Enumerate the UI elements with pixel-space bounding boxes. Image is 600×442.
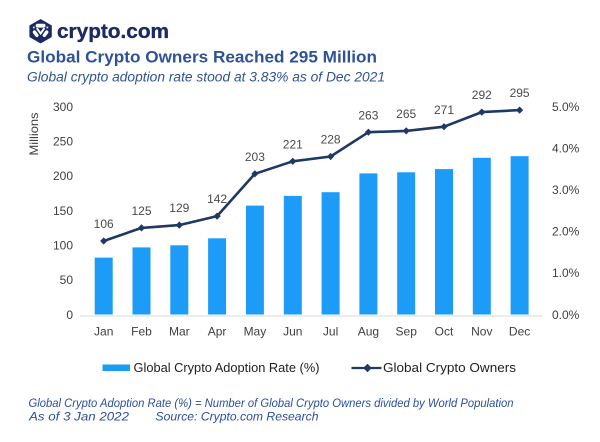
svg-text:221: 221 (283, 137, 303, 151)
svg-text:Global Crypto Owners: Global Crypto Owners (383, 360, 517, 375)
svg-text:300: 300 (53, 100, 73, 114)
svg-text:129: 129 (169, 201, 189, 215)
svg-text:Oct: Oct (435, 324, 454, 338)
svg-text:292: 292 (472, 88, 492, 102)
svg-text:0: 0 (66, 308, 73, 322)
svg-text:Jul: Jul (323, 324, 338, 338)
svg-text:150: 150 (53, 204, 73, 218)
svg-text:0.0%: 0.0% (552, 308, 580, 322)
svg-text:250: 250 (53, 135, 73, 149)
svg-text:May: May (244, 324, 267, 338)
svg-text:crypto.com: crypto.com (57, 20, 169, 43)
svg-text:125: 125 (131, 204, 151, 218)
svg-text:Sep: Sep (396, 324, 418, 338)
svg-text:265: 265 (396, 107, 416, 121)
svg-text:295: 295 (510, 86, 530, 100)
svg-text:100: 100 (53, 239, 73, 253)
svg-text:Jan: Jan (94, 324, 113, 338)
svg-text:Nov: Nov (471, 324, 492, 338)
svg-text:1.0%: 1.0% (552, 266, 580, 280)
svg-text:271: 271 (434, 103, 454, 117)
svg-text:Mar: Mar (169, 324, 190, 338)
svg-text:Jun: Jun (283, 324, 302, 338)
svg-text:142: 142 (207, 192, 227, 206)
svg-text:106: 106 (94, 217, 114, 231)
svg-text:Apr: Apr (208, 324, 227, 338)
svg-text:Dec: Dec (509, 324, 530, 338)
svg-text:Global crypto adoption rate st: Global crypto adoption rate stood at 3.8… (27, 70, 385, 85)
svg-text:200: 200 (53, 169, 73, 183)
svg-text:4.0%: 4.0% (552, 142, 580, 156)
svg-text:Feb: Feb (131, 324, 152, 338)
svg-text:228: 228 (321, 133, 341, 147)
svg-text:As of 3 Jan 2022: As of 3 Jan 2022 (28, 412, 130, 424)
svg-text:203: 203 (245, 150, 265, 164)
svg-text:Global Crypto Adoption Rate (%: Global Crypto Adoption Rate (%) = Number… (29, 398, 514, 410)
svg-text:Source: Crypto.com Research: Source: Crypto.com Research (156, 412, 319, 424)
svg-text:2.0%: 2.0% (552, 225, 580, 239)
svg-text:263: 263 (358, 108, 378, 122)
svg-text:Global Crypto Adoption Rate (%: Global Crypto Adoption Rate (%) (134, 360, 320, 375)
svg-text:Global Crypto Owners Reached 2: Global Crypto Owners Reached 295 Million (27, 48, 377, 67)
svg-text:Millions: Millions (27, 113, 41, 156)
svg-text:50: 50 (60, 273, 74, 287)
svg-text:Aug: Aug (358, 324, 379, 338)
svg-text:3.0%: 3.0% (552, 183, 580, 197)
svg-text:5.0%: 5.0% (552, 100, 580, 114)
